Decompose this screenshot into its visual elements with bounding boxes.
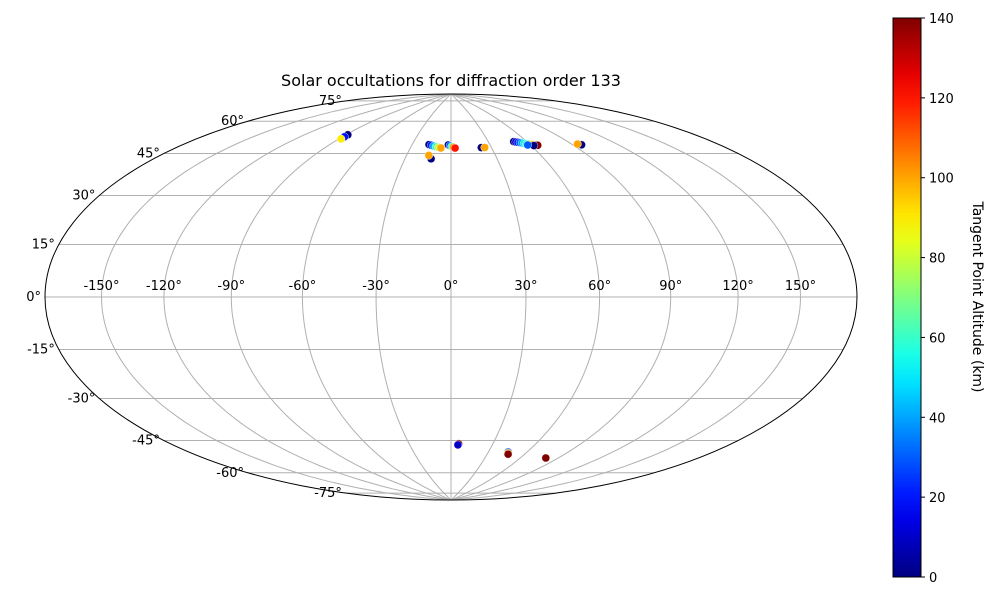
- meridian-line: [301, 94, 452, 500]
- meridian-line: [375, 94, 452, 500]
- colorbar-label: Tangent Point Altitude (km): [969, 200, 985, 392]
- colorbar-tick-label: 100: [929, 172, 954, 187]
- colorbar-tick-label: 80: [929, 252, 946, 267]
- latitude-tick-label: 15°: [32, 237, 55, 252]
- longitude-tick-label: 90°: [659, 279, 682, 294]
- colorbar-tick-label: 120: [929, 92, 954, 107]
- chart-title: Solar occultations for diffraction order…: [281, 71, 621, 90]
- latitude-tick-label: -15°: [27, 343, 55, 358]
- longitude-tick-label: 60°: [588, 279, 611, 294]
- longitude-tick-label: 0°: [444, 279, 459, 294]
- colorbar-gradient: [892, 17, 922, 578]
- colorbar-ticks: 0 20 40 60 80 100 120 140: [921, 12, 954, 586]
- data-point: [480, 143, 489, 152]
- data-point: [453, 440, 463, 450]
- colorbar-tick-label: 60: [929, 331, 946, 346]
- data-point: [573, 139, 582, 149]
- longitude-tick-label: 30°: [514, 279, 537, 294]
- data-point: [424, 151, 433, 160]
- data-point: [436, 143, 446, 153]
- longitude-tick-label: -30°: [362, 279, 390, 294]
- longitude-tick-label: -120°: [146, 279, 182, 294]
- data-point: [541, 453, 550, 463]
- colorbar-tick-label: 40: [929, 411, 946, 426]
- longitude-tick-label: -150°: [83, 279, 119, 294]
- latitude-tick-labels: 75° 60° 45° 30° 15° 0° -15° -30° -45° -60° -75°: [26, 94, 342, 501]
- longitude-tick-labels: -150° -120° -90° -60° -30° 0° 30° 60° 90° 120° 150…: [83, 279, 816, 294]
- meridian-line: [163, 94, 452, 500]
- latitude-tick-label: -30°: [68, 392, 96, 407]
- latitude-tick-label: -60°: [216, 466, 244, 481]
- meridian-line: [230, 94, 452, 500]
- meridian-line: [450, 94, 802, 500]
- longitude-tick-label: 150°: [785, 279, 816, 294]
- meridian-line: [100, 94, 452, 500]
- meridian-line: [450, 94, 527, 500]
- longitude-tick-label: -60°: [289, 279, 317, 294]
- longitude-tick-label: 120°: [722, 279, 753, 294]
- colorbar-tick-label: 140: [929, 12, 954, 27]
- latitude-tick-label: 75°: [319, 94, 342, 109]
- latitude-tick-label: 0°: [26, 290, 41, 305]
- data-point: [523, 140, 532, 150]
- data-point: [336, 134, 346, 144]
- map-area: -150° -120° -90° -60° -30° 0° 30° 60° 90° 120° 150…: [26, 93, 858, 501]
- colorbar-tick-label: 0: [929, 571, 937, 586]
- meridian-line: [450, 94, 601, 500]
- colorbar: 0 20 40 60 80 100 120 140 Tangent Point Altitud…: [892, 12, 985, 586]
- data-points: [336, 130, 586, 463]
- graticule: [45, 94, 857, 500]
- latitude-tick-label: 30°: [72, 189, 95, 204]
- map-boundary: [44, 93, 858, 501]
- latitude-tick-label: 45°: [137, 146, 160, 161]
- data-point: [503, 450, 513, 459]
- data-point: [450, 143, 460, 153]
- longitude-tick-label: -90°: [217, 279, 245, 294]
- latitude-tick-label: -45°: [132, 434, 160, 449]
- latitude-tick-label: -75°: [314, 486, 342, 501]
- latitude-tick-label: 60°: [221, 114, 244, 129]
- colorbar-tick-label: 20: [929, 491, 946, 506]
- meridian-line: [450, 94, 739, 500]
